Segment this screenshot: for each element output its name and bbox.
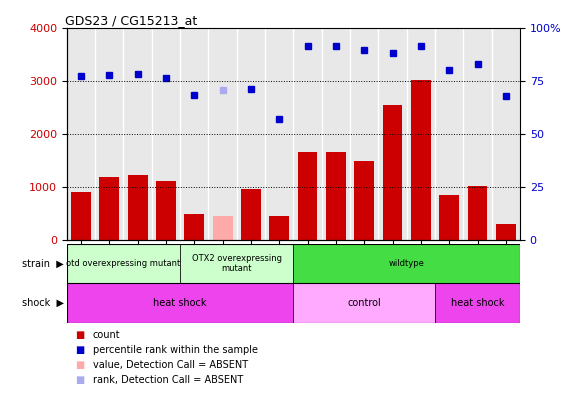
Bar [322, 28, 350, 240]
Bar [297, 152, 317, 240]
Text: heat shock: heat shock [153, 298, 207, 308]
FancyBboxPatch shape [67, 283, 293, 323]
Bar [496, 224, 516, 240]
Bar [213, 216, 232, 240]
Bar [123, 28, 152, 240]
Bar [439, 195, 459, 240]
Text: heat shock: heat shock [451, 298, 504, 308]
Bar [354, 161, 374, 240]
Bar [67, 28, 95, 240]
Bar [326, 152, 346, 240]
Text: count: count [93, 329, 121, 340]
Bar [95, 28, 123, 240]
Text: strain  ▶: strain ▶ [22, 258, 64, 268]
Bar [383, 105, 403, 240]
Bar [237, 28, 265, 240]
FancyBboxPatch shape [293, 283, 435, 323]
Bar [184, 214, 204, 240]
Bar [180, 28, 209, 240]
Text: value, Detection Call = ABSENT: value, Detection Call = ABSENT [93, 360, 248, 370]
Text: GDS23 / CG15213_at: GDS23 / CG15213_at [64, 13, 197, 27]
Text: ■: ■ [76, 329, 85, 340]
Bar [71, 192, 91, 240]
Bar [378, 28, 407, 240]
FancyBboxPatch shape [435, 283, 520, 323]
Bar [293, 28, 322, 240]
Bar [492, 28, 520, 240]
Text: wildtype: wildtype [389, 259, 425, 268]
Bar [464, 28, 492, 240]
Bar [156, 181, 176, 240]
FancyBboxPatch shape [293, 244, 520, 283]
FancyBboxPatch shape [180, 244, 293, 283]
Text: OTX2 overexpressing
mutant: OTX2 overexpressing mutant [192, 254, 282, 273]
Bar [99, 177, 119, 240]
Bar [209, 28, 237, 240]
Bar [241, 189, 261, 240]
Bar [128, 175, 148, 240]
Text: control: control [347, 298, 381, 308]
Bar [435, 28, 464, 240]
Bar [411, 80, 431, 240]
Bar [270, 216, 289, 240]
Text: otd overexpressing mutant: otd overexpressing mutant [66, 259, 181, 268]
FancyBboxPatch shape [67, 244, 180, 283]
Bar [350, 28, 378, 240]
Bar [468, 186, 487, 240]
Text: ■: ■ [76, 360, 85, 370]
Text: rank, Detection Call = ABSENT: rank, Detection Call = ABSENT [93, 375, 243, 385]
Text: shock  ▶: shock ▶ [22, 298, 64, 308]
Text: percentile rank within the sample: percentile rank within the sample [93, 345, 258, 355]
Text: ■: ■ [76, 345, 85, 355]
Bar [407, 28, 435, 240]
Bar [152, 28, 180, 240]
Text: ■: ■ [76, 375, 85, 385]
Bar [265, 28, 293, 240]
